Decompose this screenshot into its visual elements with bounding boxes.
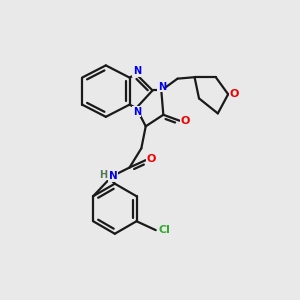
Text: N: N xyxy=(133,106,141,117)
Text: O: O xyxy=(147,154,156,164)
Text: Cl: Cl xyxy=(158,225,170,235)
Text: H: H xyxy=(100,170,108,180)
Text: N: N xyxy=(158,82,166,92)
Text: O: O xyxy=(180,116,190,126)
Text: N: N xyxy=(109,171,118,181)
Text: N: N xyxy=(133,66,141,76)
Text: O: O xyxy=(230,89,239,99)
